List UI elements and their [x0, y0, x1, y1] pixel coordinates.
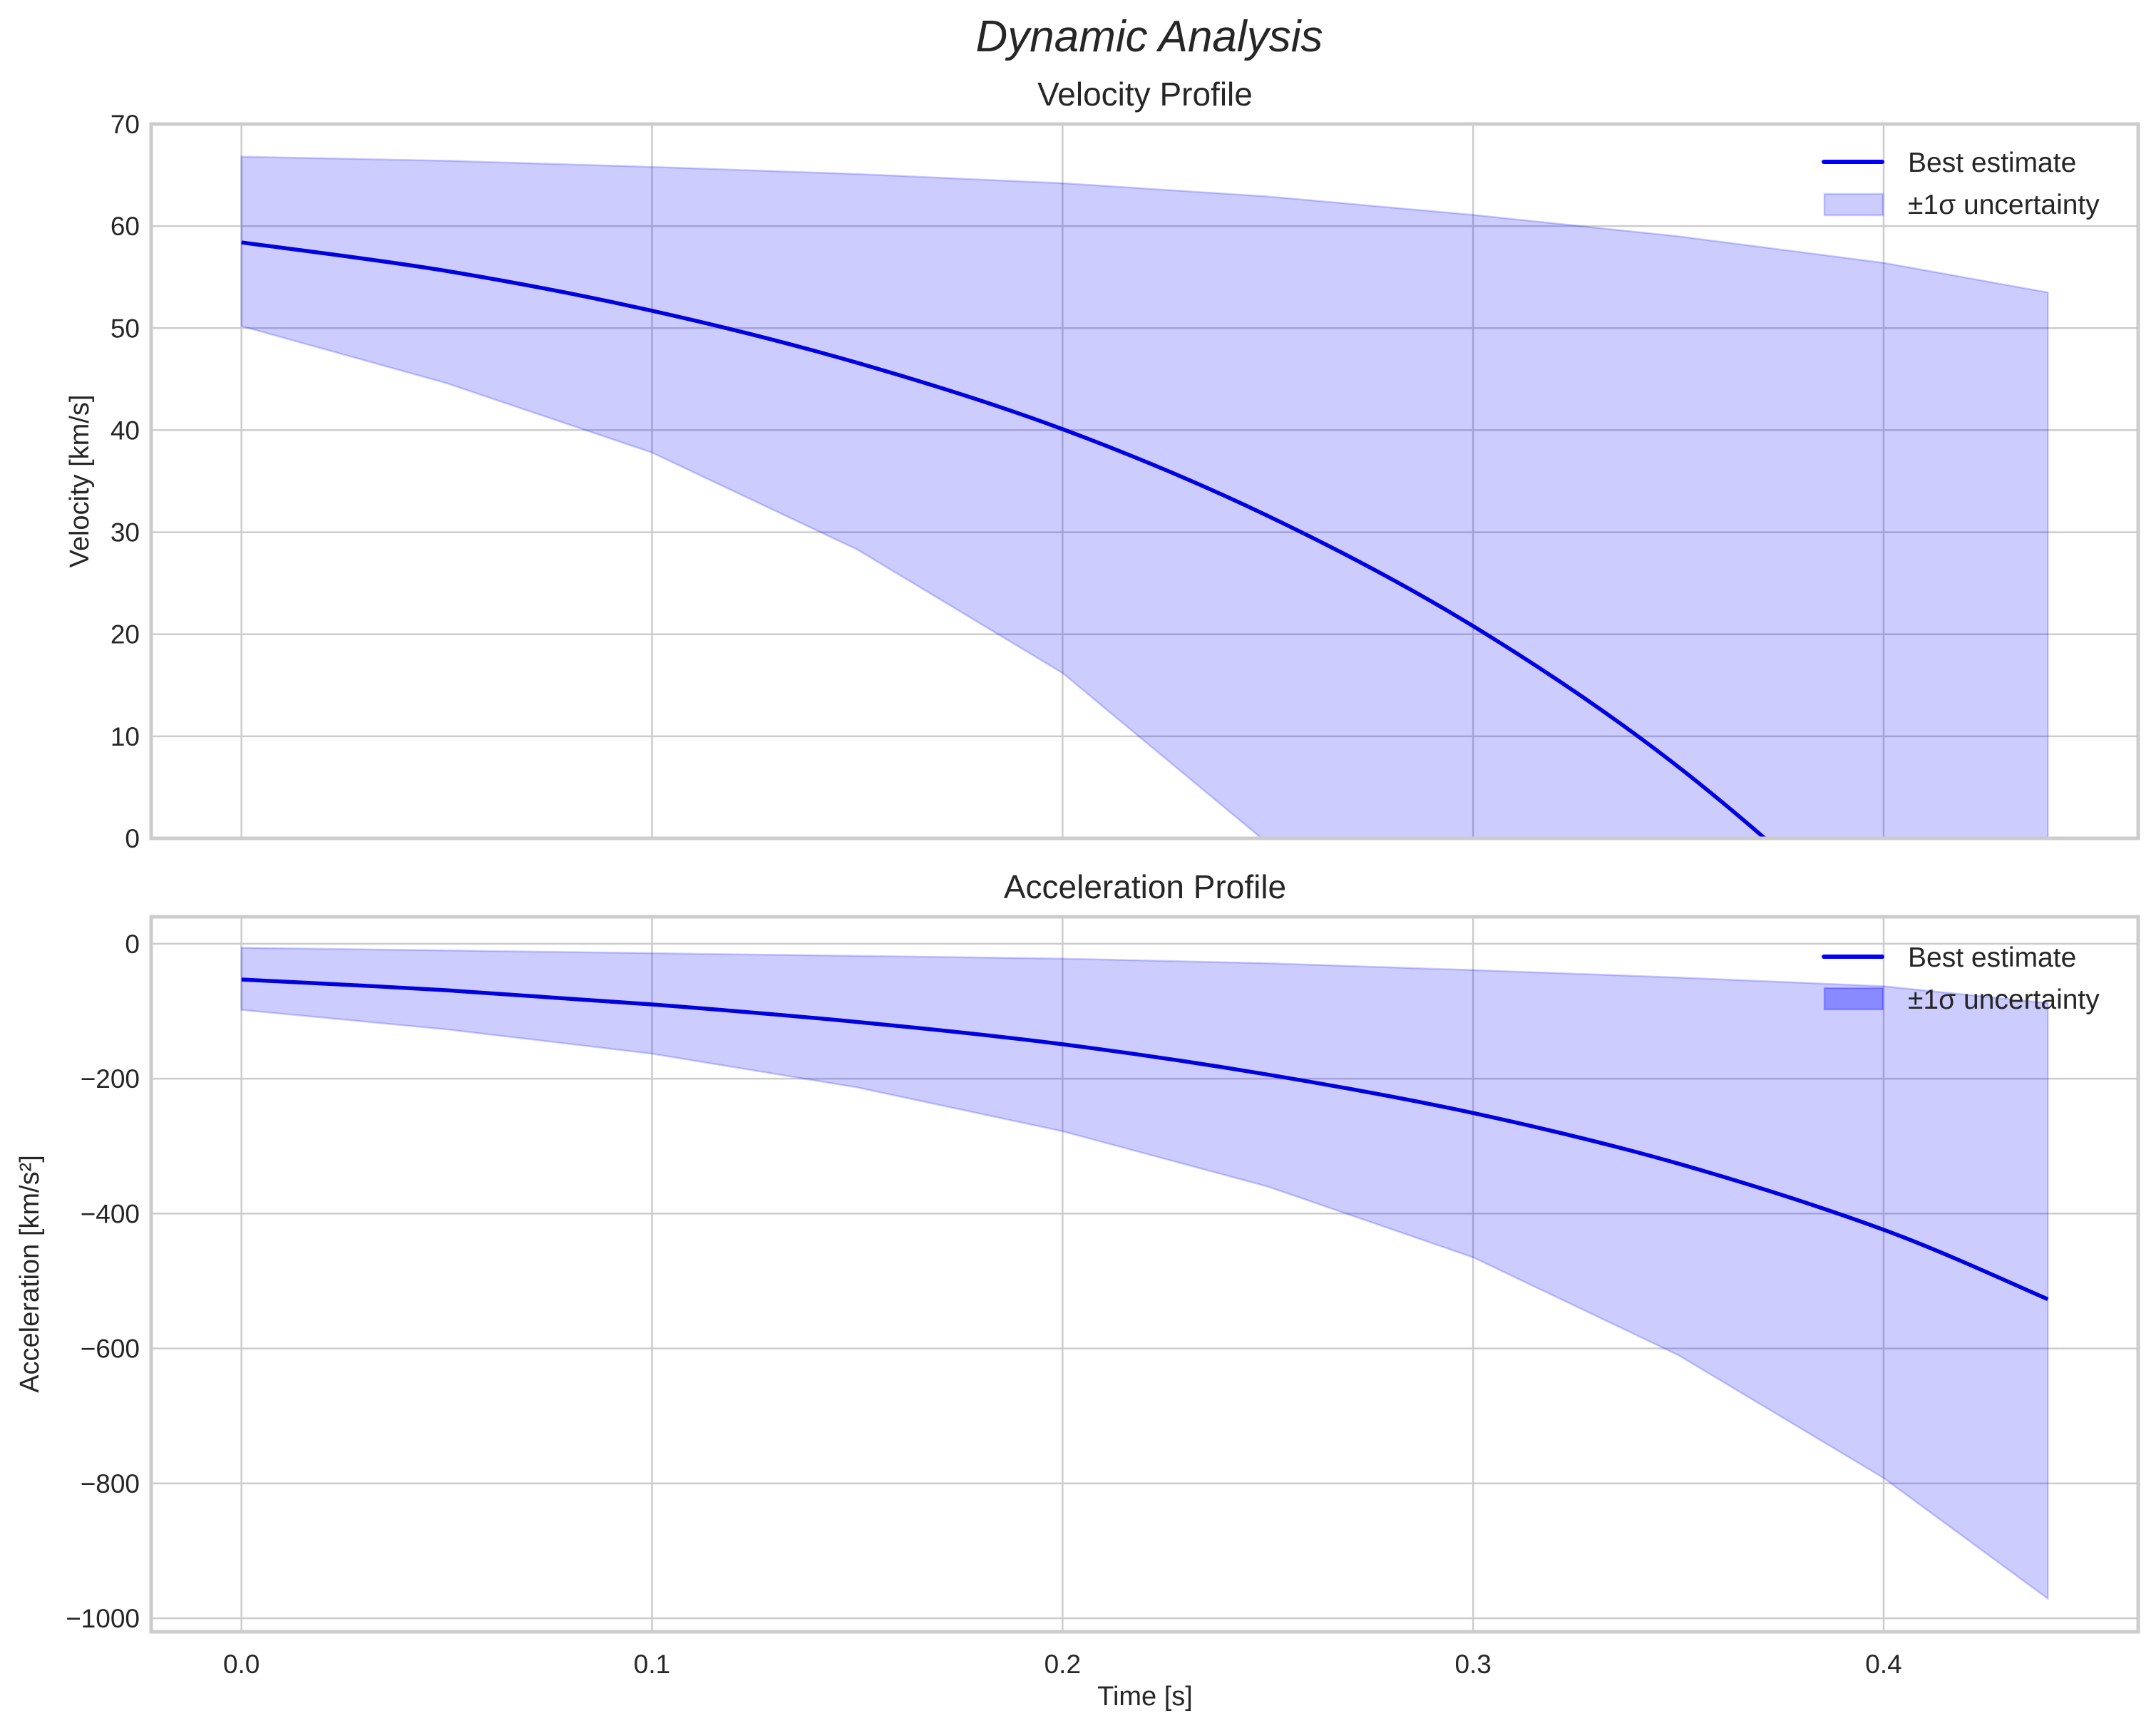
- y-tick-label: −800: [81, 1469, 140, 1498]
- uncertainty-band: [240, 155, 2049, 838]
- x-tick-label: 0.0: [223, 1650, 260, 1679]
- acceleration-legend-uncertainty: ±1σ uncertainty: [1908, 984, 2100, 1015]
- acceleration-legend: Best estimate ±1σ uncertainty: [1822, 942, 2100, 1015]
- y-tick-label: 40: [111, 416, 140, 445]
- y-tick-label: 0: [125, 930, 140, 959]
- best-estimate-line: [241, 977, 2049, 1302]
- y-tick-label: 50: [111, 314, 140, 343]
- y-tick-label: −1000: [66, 1604, 140, 1633]
- x-tick-label: 0.4: [1865, 1650, 1901, 1679]
- y-tick-label: 30: [111, 518, 140, 547]
- legend-band-swatch-icon: [1823, 192, 1884, 217]
- velocity-subplot-title: Velocity Profile: [1037, 76, 1253, 113]
- acceleration-x-tick-labels: 0.0 0.1 0.2 0.3 0.4: [223, 1650, 1902, 1679]
- velocity-y-axis-label: Velocity [km/s]: [65, 395, 95, 568]
- legend-band-swatch-icon: [1823, 987, 1884, 1011]
- y-tick-label: 70: [111, 110, 140, 139]
- velocity-y-tick-labels: 0 10 20 30 40 50 60 70: [111, 110, 140, 853]
- best-estimate-line: [241, 240, 1768, 838]
- acceleration-y-tick-labels: 0 −200 −400 −600 −800 −1000: [66, 930, 140, 1633]
- x-tick-label: 0.1: [634, 1650, 670, 1679]
- y-tick-label: 20: [111, 620, 140, 649]
- y-tick-label: −400: [81, 1199, 140, 1228]
- y-tick-label: −200: [81, 1064, 140, 1094]
- acceleration-y-axis-label: Acceleration [km/s²]: [15, 1155, 45, 1393]
- acceleration-subplot: Acceleration Profile 0 −200 −400 −600 −800 −1…: [15, 868, 2140, 1712]
- uncertainty-band: [240, 947, 2049, 1601]
- acceleration-subplot-title: Acceleration Profile: [1004, 868, 1286, 905]
- x-tick-label: 0.2: [1044, 1650, 1081, 1679]
- y-tick-label: −600: [81, 1334, 140, 1364]
- velocity-data: [240, 155, 2049, 838]
- velocity-legend: Best estimate ±1σ uncertainty: [1822, 148, 2100, 220]
- y-tick-label: 10: [111, 722, 140, 751]
- velocity-axes-frame: [149, 122, 2140, 840]
- acceleration-axes-frame: [149, 915, 2140, 1634]
- figure-title: Dynamic Analysis: [976, 12, 1323, 61]
- acceleration-data: [240, 947, 2049, 1601]
- velocity-legend-best-estimate: Best estimate: [1908, 148, 2076, 178]
- x-axis-label: Time [s]: [1097, 1682, 1193, 1712]
- y-tick-label: 0: [125, 824, 140, 853]
- velocity-legend-uncertainty: ±1σ uncertainty: [1908, 190, 2100, 220]
- acceleration-grid: [151, 917, 2138, 1632]
- y-tick-label: 60: [111, 212, 140, 241]
- velocity-subplot: Velocity Profile 0 10 20 30 40 50 60 70 Velocit…: [65, 76, 2140, 853]
- acceleration-legend-best-estimate: Best estimate: [1908, 942, 2076, 973]
- x-tick-label: 0.3: [1454, 1650, 1491, 1679]
